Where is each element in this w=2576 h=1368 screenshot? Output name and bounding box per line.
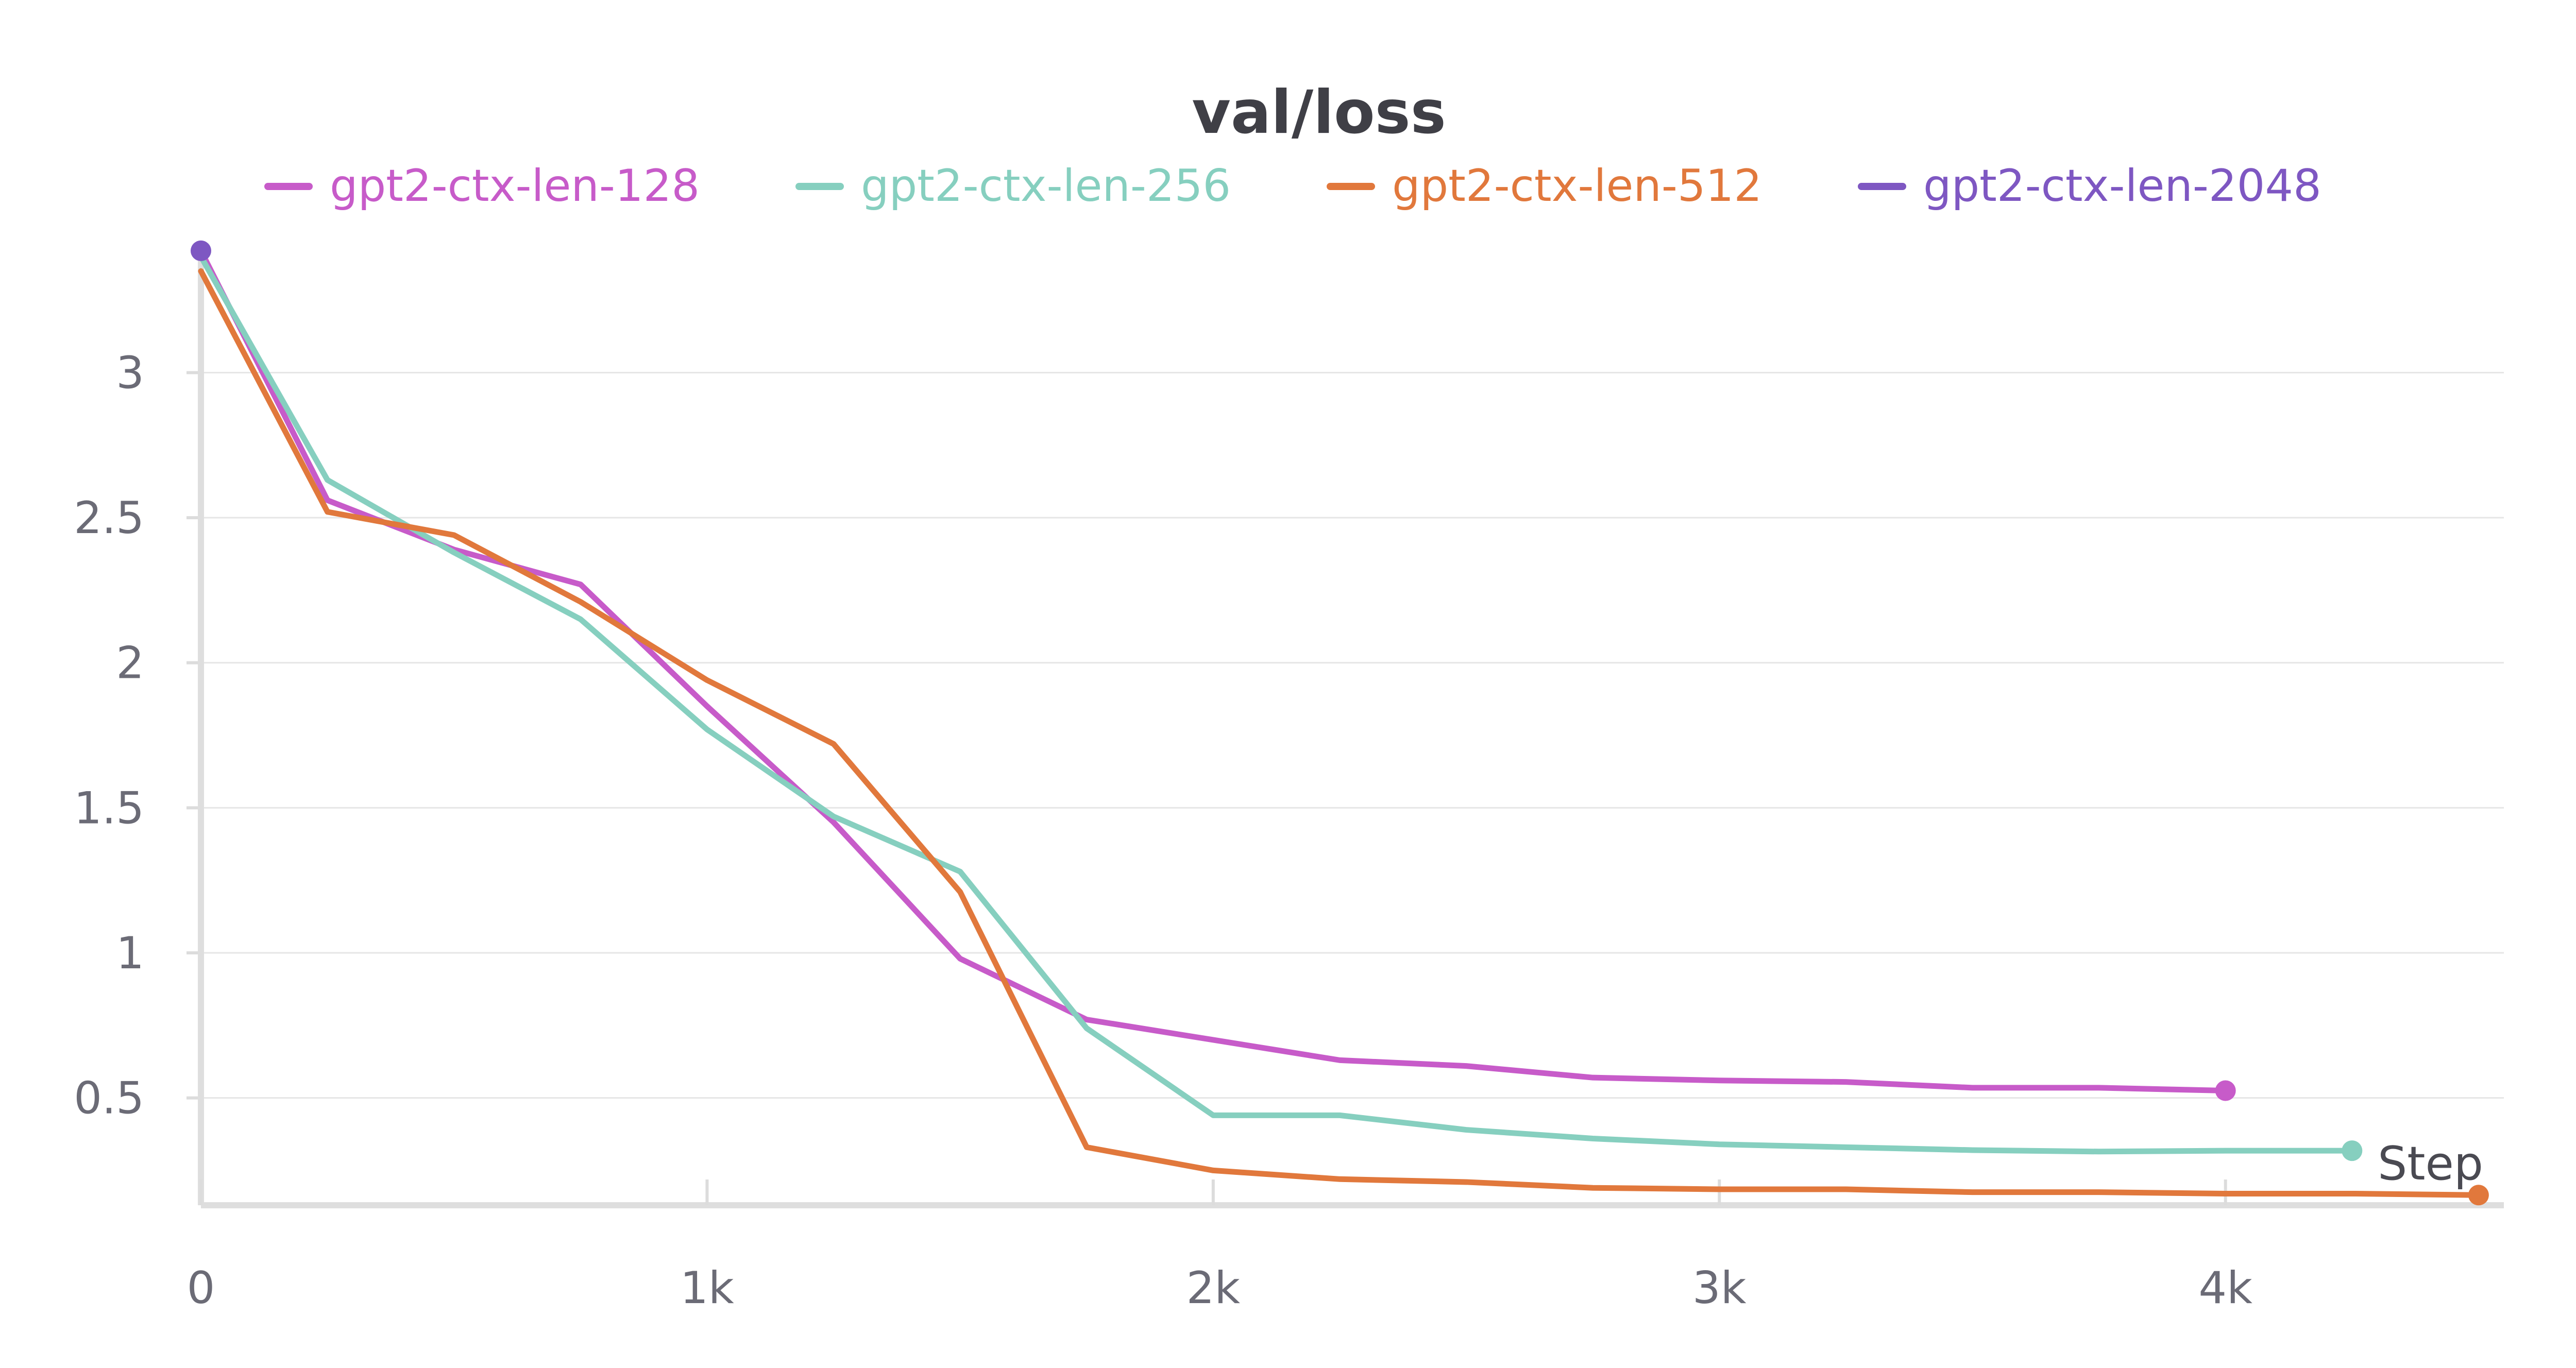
x-tick-label: 0 bbox=[187, 1262, 215, 1314]
series-line[interactable] bbox=[198, 253, 2355, 1155]
x-tick-label: 2k bbox=[1187, 1262, 1241, 1314]
legend-item[interactable]: gpt2-ctx-len-128 bbox=[264, 160, 700, 212]
legend-item[interactable]: gpt2-ctx-len-512 bbox=[1327, 160, 1762, 212]
legend: gpt2-ctx-len-128 gpt2-ctx-len-256 gpt2-ctx… bbox=[264, 160, 2321, 212]
series-line[interactable] bbox=[198, 268, 2482, 1198]
series-gpt2-ctx-len-128 bbox=[198, 248, 2236, 1101]
x-tick-label: 3k bbox=[1692, 1262, 1747, 1314]
legend-label: gpt2-ctx-len-128 bbox=[330, 160, 700, 212]
y-tick-label: 0.5 bbox=[74, 1073, 144, 1124]
legend-label: gpt2-ctx-len-2048 bbox=[1923, 160, 2321, 212]
legend-item[interactable]: gpt2-ctx-len-2048 bbox=[1858, 160, 2321, 212]
x-tick-label: 1k bbox=[680, 1262, 734, 1314]
series-line[interactable] bbox=[198, 248, 2229, 1094]
y-tick-label: 2 bbox=[116, 638, 144, 689]
legend-item[interactable]: gpt2-ctx-len-256 bbox=[795, 160, 1231, 212]
axes: 0.5 1 1.5 2 2.5 3 0 1k 2k 3k 4k bbox=[74, 242, 2504, 1314]
y-tick-label: 2.5 bbox=[74, 492, 144, 544]
series-gpt2-ctx-len-2048 bbox=[191, 240, 211, 261]
series-end-marker[interactable] bbox=[2215, 1080, 2236, 1101]
chart-title: val/loss bbox=[1192, 78, 1446, 147]
y-tick-label: 1 bbox=[116, 928, 144, 979]
series-group bbox=[191, 240, 2489, 1206]
x-tick-label: 4k bbox=[2198, 1262, 2252, 1314]
grid-lines bbox=[201, 371, 2504, 1099]
series-end-marker[interactable] bbox=[191, 240, 211, 261]
legend-label: gpt2-ctx-len-256 bbox=[861, 160, 1231, 212]
y-tick-label: 3 bbox=[116, 347, 144, 399]
legend-label: gpt2-ctx-len-512 bbox=[1392, 160, 1762, 212]
series-end-marker[interactable] bbox=[2468, 1185, 2489, 1206]
series-gpt2-ctx-len-512 bbox=[198, 268, 2489, 1206]
y-tick-label: 1.5 bbox=[74, 782, 144, 834]
series-gpt2-ctx-len-256 bbox=[198, 253, 2363, 1161]
series-end-marker[interactable] bbox=[2342, 1140, 2363, 1161]
x-axis-title: Step bbox=[2378, 1137, 2483, 1191]
